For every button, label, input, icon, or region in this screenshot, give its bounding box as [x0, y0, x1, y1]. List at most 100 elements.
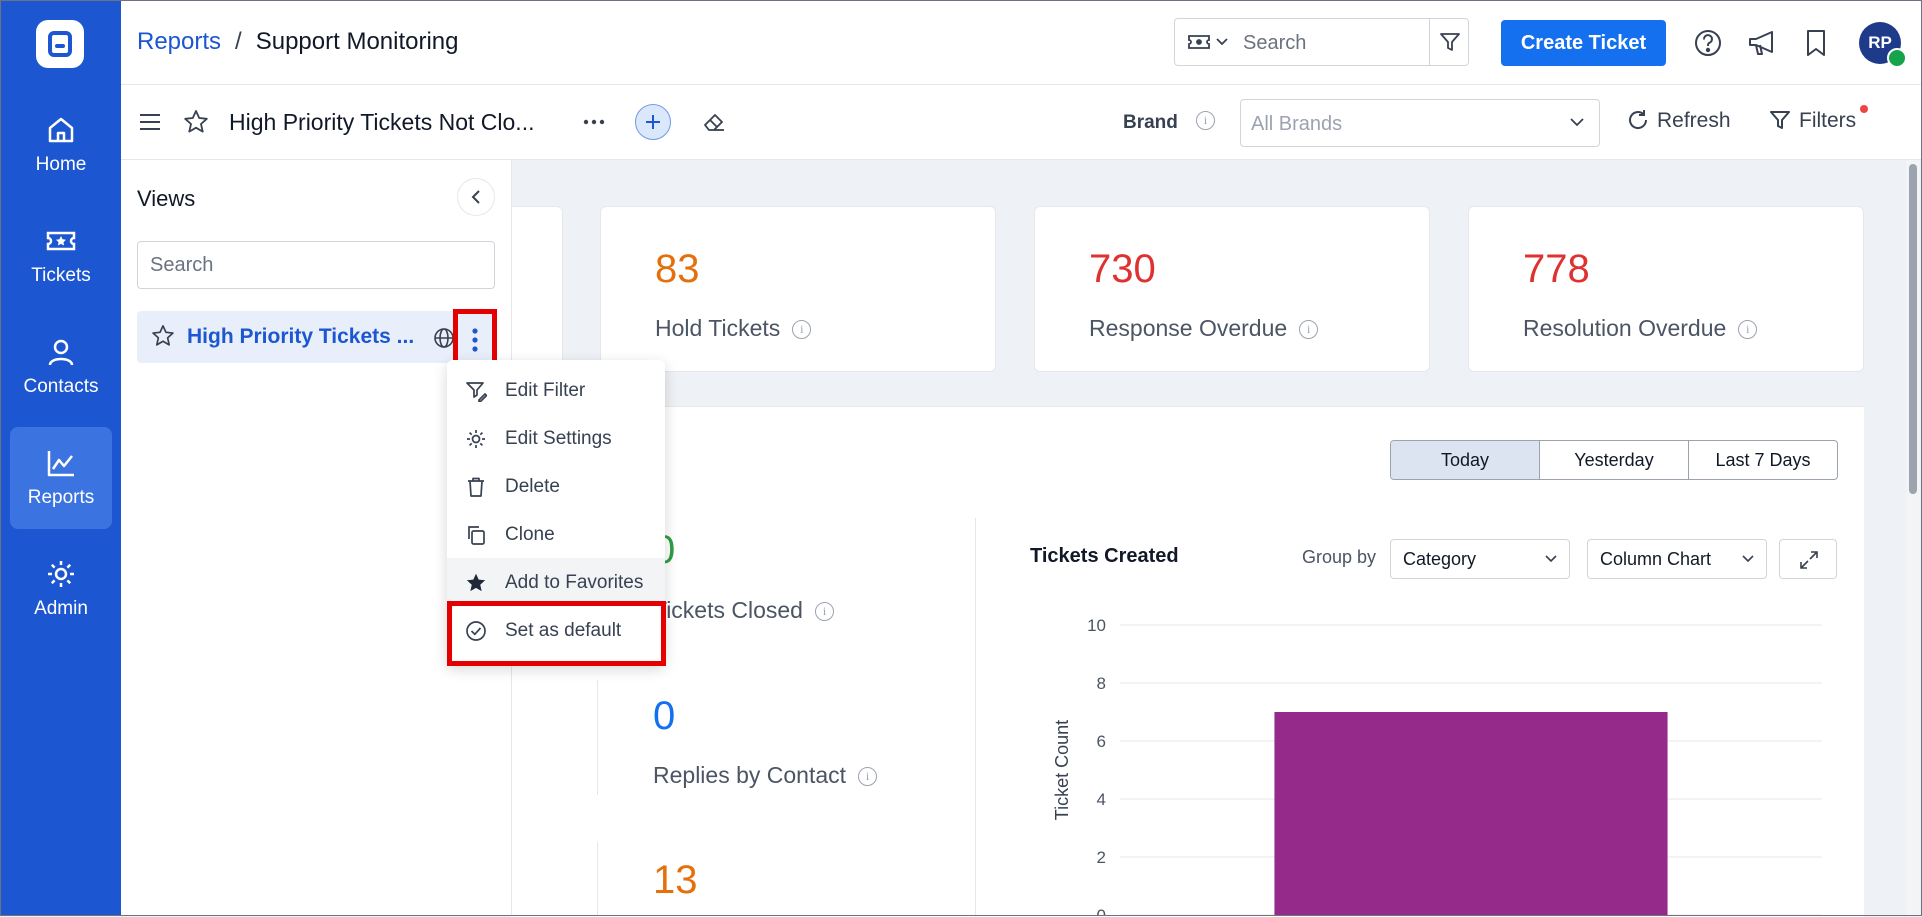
- nav-item-contacts[interactable]: Contacts: [10, 316, 112, 418]
- stat-card-label: Resolution Overdue i: [1523, 315, 1758, 342]
- menu-item-label: Edit Filter: [505, 380, 586, 401]
- globe-icon: [434, 328, 454, 348]
- chevron-down-icon: [1570, 118, 1584, 127]
- info-icon[interactable]: i: [792, 320, 812, 340]
- app-logo[interactable]: [36, 20, 84, 68]
- add-button[interactable]: [635, 104, 671, 140]
- view-options-kebab-icon[interactable]: [458, 319, 492, 361]
- date-range-last-7-days[interactable]: Last 7 Days: [1688, 441, 1837, 479]
- global-search: [1174, 18, 1469, 66]
- create-ticket-button[interactable]: Create Ticket: [1501, 20, 1666, 66]
- nav-label: Contacts: [23, 376, 99, 397]
- breadcrumb-reports-link[interactable]: Reports: [137, 28, 222, 55]
- views-panel: Views High Priority Tickets ...: [121, 160, 512, 916]
- gear-icon: [467, 430, 485, 448]
- views-search-input[interactable]: [137, 241, 495, 289]
- scrollbar-thumb[interactable]: [1909, 164, 1917, 494]
- collapse-views-button[interactable]: [457, 178, 495, 216]
- filters-button[interactable]: Filters: [1769, 105, 1869, 133]
- star-outline-icon[interactable]: [151, 324, 175, 348]
- online-status-icon: [1887, 48, 1907, 68]
- menu-item-edit-filter[interactable]: Edit Filter: [447, 366, 665, 414]
- nav-item-reports[interactable]: Reports: [10, 427, 112, 529]
- group-by-label: Group by: [1302, 547, 1377, 567]
- menu-item-clone[interactable]: Clone: [447, 510, 665, 558]
- edit-filter-icon: [466, 382, 487, 402]
- user-avatar[interactable]: RP: [1859, 22, 1907, 68]
- nav-label: Home: [35, 154, 87, 175]
- nav-item-admin[interactable]: Admin: [10, 538, 112, 640]
- trash-icon: [468, 477, 484, 497]
- favorite-star-icon[interactable]: [183, 109, 209, 135]
- expand-icon: [1800, 551, 1818, 569]
- stat-card-label: Hold Tickets i: [655, 315, 812, 342]
- copy-icon: [468, 526, 485, 545]
- stat-replies-by-contact-label: Replies by Contact i: [653, 762, 878, 789]
- stat-tickets-closed-label: Tickets Closed i: [653, 597, 834, 624]
- y-tick-label: 10: [1087, 616, 1106, 635]
- info-icon[interactable]: i: [814, 602, 834, 622]
- stat-card-label: Response Overdue i: [1089, 315, 1319, 342]
- menu-item-add-to-favorites[interactable]: Add to Favorites: [447, 558, 665, 606]
- info-icon[interactable]: i: [858, 767, 878, 787]
- brand-info-icon[interactable]: i: [1196, 111, 1215, 130]
- chevron-down-icon: [1742, 555, 1754, 563]
- more-options-icon[interactable]: [583, 118, 605, 126]
- stat-card-value: 778: [1523, 247, 1590, 291]
- view-item[interactable]: High Priority Tickets ...: [137, 311, 495, 363]
- global-search-input[interactable]: [1241, 27, 1405, 59]
- tickets-created-chart: 0 2 4 6 8 10 Ticket Count: [1052, 616, 1822, 916]
- search-divider: [1429, 19, 1430, 65]
- date-range-yesterday[interactable]: Yesterday: [1539, 441, 1688, 479]
- views-title: Views: [137, 186, 196, 211]
- eraser-icon[interactable]: [701, 110, 727, 134]
- filter-icon: [1770, 111, 1790, 129]
- stat-card-value: 730: [1089, 247, 1156, 291]
- stat-replies-by-contact-value: 0: [653, 694, 676, 738]
- breadcrumb-separator: /: [235, 28, 242, 55]
- chart-type-select[interactable]: Column Chart: [1587, 539, 1767, 579]
- user-icon: [48, 339, 74, 366]
- ticket-icon: [46, 231, 76, 251]
- menu-item-delete[interactable]: Delete: [447, 462, 665, 510]
- refresh-icon: [1629, 110, 1648, 129]
- group-by-select[interactable]: Category: [1390, 539, 1570, 579]
- plus-icon: [646, 115, 660, 129]
- y-tick-label: 4: [1097, 790, 1106, 809]
- stat-card-partial: [511, 206, 563, 372]
- hamburger-menu-icon[interactable]: [139, 112, 161, 132]
- help-icon[interactable]: [1693, 28, 1723, 58]
- y-axis-label: Ticket Count: [1052, 720, 1072, 820]
- highlight-box-set-as-default: [447, 601, 666, 666]
- y-tick-label: 2: [1097, 848, 1106, 867]
- date-range-today[interactable]: Today: [1391, 441, 1539, 479]
- refresh-label: Refresh: [1657, 109, 1731, 132]
- nav-item-tickets[interactable]: Tickets: [10, 205, 112, 307]
- stat-card-resolution-overdue: 778 Resolution Overdue i: [1468, 206, 1864, 372]
- refresh-button[interactable]: Refresh: [1627, 109, 1731, 133]
- menu-item-set-as-default[interactable]: Set as default: [447, 606, 665, 654]
- menu-item-label: Delete: [505, 476, 560, 497]
- star-icon: [466, 573, 486, 592]
- ticket-type-selector-icon[interactable]: [1187, 32, 1231, 52]
- filter-icon[interactable]: [1439, 31, 1461, 53]
- active-filter-indicator: [1860, 105, 1869, 113]
- check-circle-icon: [466, 621, 486, 641]
- announcement-icon[interactable]: [1747, 28, 1779, 58]
- y-tick-label: 6: [1097, 732, 1106, 751]
- info-icon[interactable]: i: [1738, 320, 1758, 340]
- stat-card-response-overdue: 730 Response Overdue i: [1034, 206, 1430, 372]
- view-context-menu: Edit Filter Edit Settings Delete Clone A…: [447, 360, 665, 665]
- expand-chart-button[interactable]: [1779, 539, 1837, 579]
- nav-item-home[interactable]: Home: [10, 94, 112, 196]
- top-bar: Reports / Support Monitoring Create Ticket…: [121, 0, 1922, 85]
- info-icon[interactable]: i: [1299, 320, 1319, 340]
- stat-card-value: 83: [655, 247, 700, 291]
- bookmark-icon[interactable]: [1803, 28, 1829, 58]
- chart-bar: [1274, 712, 1668, 915]
- chart-type-value: Column Chart: [1600, 549, 1712, 569]
- group-by-value: Category: [1403, 549, 1477, 569]
- menu-item-edit-settings[interactable]: Edit Settings: [447, 414, 665, 462]
- brand-select[interactable]: All Brands: [1240, 99, 1600, 147]
- page-scrollbar[interactable]: [1906, 160, 1920, 916]
